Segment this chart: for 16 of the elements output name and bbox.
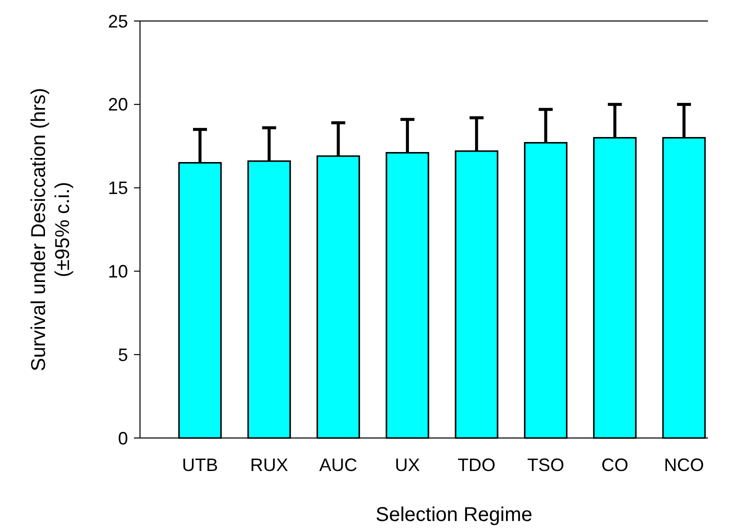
y-axis-title: Survival under Desiccation (hrs) (±95% c.i.) (28, 88, 74, 372)
y-tick-label: 5 (118, 344, 128, 365)
x-tick-label: RUX (250, 455, 288, 475)
x-tick-label: UX (394, 455, 420, 475)
y-tick-label: 10 (108, 262, 128, 282)
x-tick-label: TSO (527, 455, 564, 475)
y-tick-label: 15 (108, 178, 128, 198)
x-tick-label: AUC (319, 455, 358, 475)
x-tick-label: CO (601, 455, 628, 475)
y-tick-label: 20 (108, 94, 128, 115)
x-tick-label: TDO (458, 455, 496, 475)
y-tick-label: 25 (108, 11, 128, 32)
x-tick-label: UTB (182, 455, 218, 475)
x-axis-title: Selection Regime (376, 504, 532, 526)
x-tick-label: NCO (664, 455, 704, 475)
y-tick-label: 0 (118, 428, 128, 448)
